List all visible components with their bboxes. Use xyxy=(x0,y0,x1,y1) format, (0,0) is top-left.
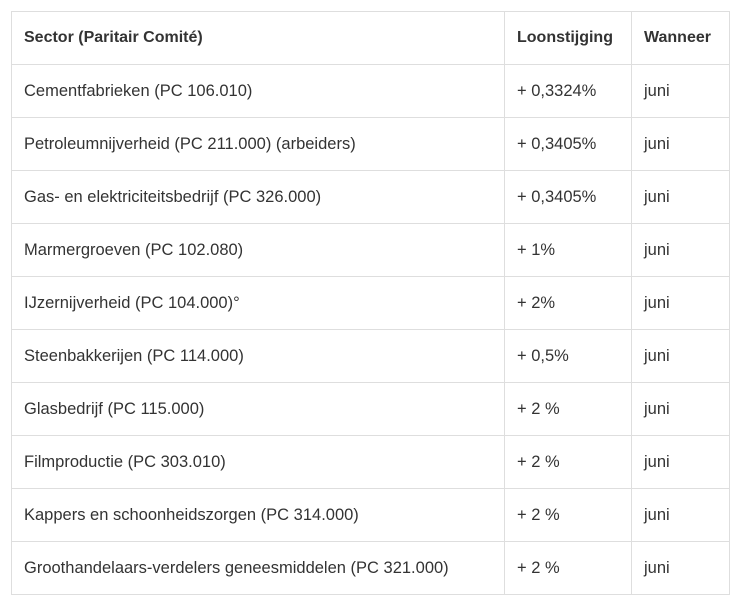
cell-loonstijging: + 2 % xyxy=(504,541,632,595)
header-wanneer: Wanneer xyxy=(631,11,730,65)
cell-loonstijging: + 2 % xyxy=(504,488,632,542)
cell-loonstijging: + 1% xyxy=(504,223,632,277)
cell-sector: Petroleumnijverheid (PC 211.000) (arbeid… xyxy=(11,117,505,171)
cell-wanneer: juni xyxy=(631,541,730,595)
table-row: Steenbakkerijen (PC 114.000) + 0,5% juni xyxy=(11,329,730,383)
table-row: Marmergroeven (PC 102.080) + 1% juni xyxy=(11,223,730,277)
cell-wanneer: juni xyxy=(631,329,730,383)
table-row: Glasbedrijf (PC 115.000) + 2 % juni xyxy=(11,382,730,436)
cell-sector: Filmproductie (PC 303.010) xyxy=(11,435,505,489)
cell-wanneer: juni xyxy=(631,488,730,542)
header-sector: Sector (Paritair Comité) xyxy=(11,11,505,65)
cell-wanneer: juni xyxy=(631,223,730,277)
cell-sector: Glasbedrijf (PC 115.000) xyxy=(11,382,505,436)
cell-sector: Kappers en schoonheidszorgen (PC 314.000… xyxy=(11,488,505,542)
cell-sector: Groothandelaars-verdelers geneesmiddelen… xyxy=(11,541,505,595)
table-row: Cementfabrieken (PC 106.010) + 0,3324% j… xyxy=(11,64,730,118)
cell-loonstijging: + 0,3405% xyxy=(504,170,632,224)
cell-loonstijging: + 0,3405% xyxy=(504,117,632,171)
table-row: Filmproductie (PC 303.010) + 2 % juni xyxy=(11,435,730,489)
header-loonstijging: Loonstijging xyxy=(504,11,632,65)
cell-sector: Gas- en elektriciteitsbedrijf (PC 326.00… xyxy=(11,170,505,224)
cell-loonstijging: + 2 % xyxy=(504,382,632,436)
wage-increase-table: Sector (Paritair Comité) Loonstijging Wa… xyxy=(11,11,730,595)
cell-wanneer: juni xyxy=(631,170,730,224)
cell-sector: Marmergroeven (PC 102.080) xyxy=(11,223,505,277)
table-container: Sector (Paritair Comité) Loonstijging Wa… xyxy=(11,11,730,595)
cell-loonstijging: + 0,5% xyxy=(504,329,632,383)
cell-wanneer: juni xyxy=(631,117,730,171)
cell-loonstijging: + 2% xyxy=(504,276,632,330)
cell-sector: IJzernijverheid (PC 104.000)° xyxy=(11,276,505,330)
cell-wanneer: juni xyxy=(631,64,730,118)
table-row: Groothandelaars-verdelers geneesmiddelen… xyxy=(11,541,730,595)
cell-sector: Cementfabrieken (PC 106.010) xyxy=(11,64,505,118)
cell-sector: Steenbakkerijen (PC 114.000) xyxy=(11,329,505,383)
table-row: Kappers en schoonheidszorgen (PC 314.000… xyxy=(11,488,730,542)
table-row: Gas- en elektriciteitsbedrijf (PC 326.00… xyxy=(11,170,730,224)
cell-wanneer: juni xyxy=(631,382,730,436)
cell-loonstijging: + 2 % xyxy=(504,435,632,489)
table-row: IJzernijverheid (PC 104.000)° + 2% juni xyxy=(11,276,730,330)
cell-wanneer: juni xyxy=(631,276,730,330)
cell-wanneer: juni xyxy=(631,435,730,489)
table-header-row: Sector (Paritair Comité) Loonstijging Wa… xyxy=(11,11,730,65)
cell-loonstijging: + 0,3324% xyxy=(504,64,632,118)
table-row: Petroleumnijverheid (PC 211.000) (arbeid… xyxy=(11,117,730,171)
